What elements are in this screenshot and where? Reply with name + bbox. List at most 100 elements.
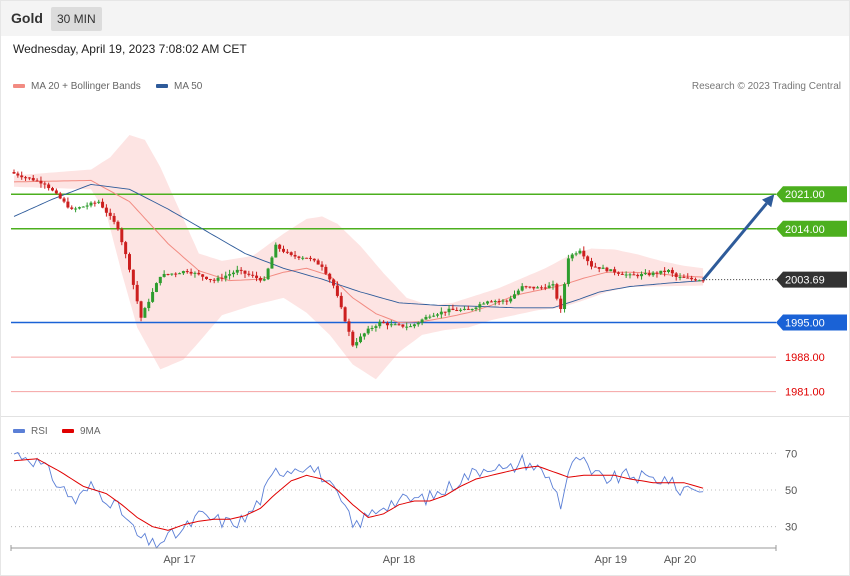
x-tick-label: Apr 18 [383, 554, 415, 566]
legend-ma50-swatch [156, 84, 168, 89]
candle-body [539, 287, 543, 289]
candle-body [151, 291, 155, 302]
candle-body [536, 287, 540, 289]
candle-body [324, 266, 328, 274]
level-label-1995.00: 1995.00 [785, 318, 825, 330]
candle-body [486, 301, 490, 304]
candle-body [682, 276, 686, 278]
candle-body [632, 274, 636, 276]
candle-body [285, 251, 289, 253]
candle-body [62, 198, 66, 202]
candle-body [178, 273, 182, 275]
candle-body [135, 284, 139, 302]
candle-body [401, 324, 405, 327]
candle-body [389, 324, 393, 326]
candle-body [116, 221, 120, 230]
legend-ma20-label: MA 20 + Bollinger Bands [31, 81, 141, 92]
candle-body [385, 323, 389, 326]
candle-body [505, 300, 509, 302]
candle-body [412, 324, 416, 327]
current-price-label: 2003.69 [785, 275, 825, 287]
candle-body [359, 336, 362, 343]
candle-body [620, 273, 624, 275]
candle-body [593, 266, 597, 268]
candle-body [74, 208, 78, 210]
candle-body [332, 279, 336, 286]
candle-body [212, 279, 216, 281]
legend-rsi: RSI [13, 426, 48, 437]
candle-body [693, 279, 697, 281]
candle-body [305, 257, 309, 259]
candle-body [470, 309, 474, 311]
candle-body [667, 269, 670, 272]
candle-body [339, 295, 343, 308]
candle-body [12, 172, 16, 174]
candle-body [231, 272, 235, 275]
candle-body [301, 257, 305, 259]
candle-body [436, 314, 439, 316]
candle-body [58, 193, 62, 199]
level-tag-1995.00 [776, 314, 847, 331]
legend-9ma: 9MA [62, 426, 101, 437]
candle-body [690, 277, 694, 280]
candle-body [405, 326, 409, 328]
candle-body [255, 275, 259, 278]
ma20-line [13, 179, 704, 324]
candle-body [474, 307, 478, 310]
candle-body [509, 298, 513, 302]
candle-body [43, 183, 47, 185]
candle-body [293, 254, 297, 257]
candle-body [643, 273, 647, 275]
candle-body [108, 212, 112, 216]
research-credit: Research © 2023 Trading Central [691, 81, 841, 92]
scenario-arrow-shaft [701, 202, 768, 281]
x-tick-label: Apr 17 [163, 554, 195, 566]
candle-body [686, 277, 690, 279]
candle-body [343, 307, 347, 322]
candle-body [266, 268, 270, 280]
candle-body [382, 321, 386, 324]
candle-body [335, 285, 339, 296]
candle-body [39, 180, 43, 184]
candle-body [224, 275, 228, 279]
candle-body [459, 309, 463, 311]
candle-body [597, 267, 601, 269]
rsi-tick-50: 50 [785, 485, 797, 497]
candle-body [543, 287, 547, 289]
candle-body [478, 304, 482, 308]
candle-body [416, 322, 420, 325]
candle-body [443, 311, 447, 313]
candles [12, 169, 705, 349]
candle-body [524, 286, 528, 288]
candle-body [547, 285, 551, 289]
candle-body [609, 269, 613, 272]
candle-body [513, 294, 516, 299]
candle-body [355, 342, 359, 346]
candle-body [131, 269, 135, 285]
current-price-tag [776, 271, 847, 288]
candle-body [555, 284, 559, 299]
candle-body [258, 277, 262, 281]
candle-body [397, 324, 401, 326]
candle-body [616, 272, 620, 274]
legend-9ma-swatch [62, 429, 74, 434]
candle-body [378, 321, 382, 327]
candle-body [374, 326, 378, 328]
interval-button[interactable]: 30 MIN [51, 7, 102, 31]
candle-body [516, 290, 520, 295]
candle-body [185, 271, 189, 273]
candle-body [181, 271, 185, 274]
candle-body [197, 272, 201, 275]
level-label-1981.00: 1981.00 [785, 387, 825, 399]
candle-body [282, 248, 285, 252]
candle-body [308, 257, 312, 259]
rsi-series-rsi [13, 451, 704, 549]
level-label-1988.00: 1988.00 [785, 352, 825, 364]
candle-body [432, 315, 436, 317]
candle-body [570, 254, 574, 259]
candle-body [566, 258, 570, 285]
candle-body [451, 308, 455, 311]
candle-body [651, 272, 655, 276]
candle-body [143, 308, 147, 318]
candle-body [312, 258, 316, 261]
